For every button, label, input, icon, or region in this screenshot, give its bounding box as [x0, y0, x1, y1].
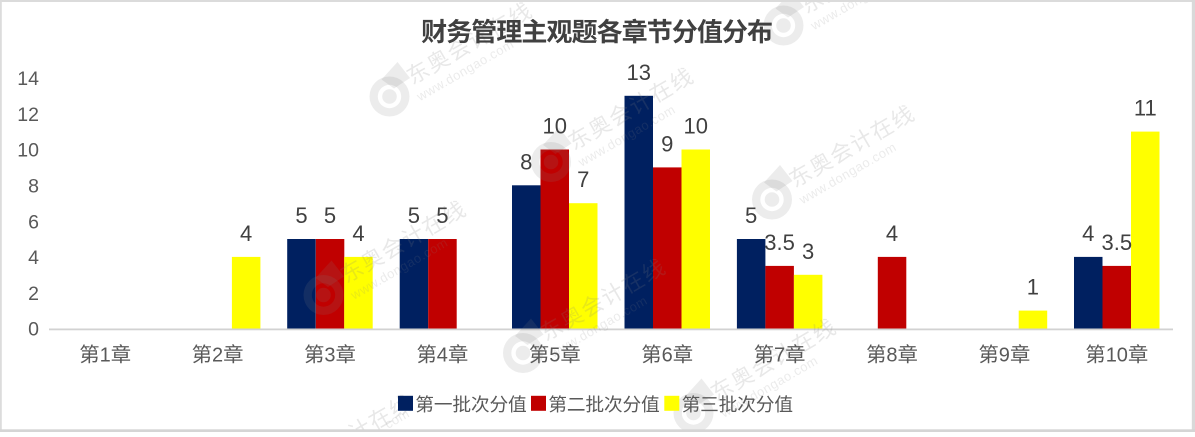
svg-text:4: 4: [28, 247, 39, 269]
svg-text:10: 10: [683, 114, 707, 139]
svg-text:12: 12: [17, 104, 39, 126]
svg-text:3.5: 3.5: [1102, 230, 1133, 255]
svg-text:4: 4: [886, 221, 898, 246]
svg-text:8: 8: [886, 345, 897, 367]
svg-text:5: 5: [408, 203, 420, 228]
svg-text:6: 6: [662, 345, 673, 367]
svg-text:3.5: 3.5: [764, 230, 795, 255]
svg-text:10: 10: [17, 140, 39, 162]
svg-text:5: 5: [436, 203, 448, 228]
svg-text:2: 2: [28, 283, 39, 305]
svg-text:1: 1: [100, 345, 111, 367]
svg-text:7: 7: [577, 167, 589, 192]
svg-text:7: 7: [774, 345, 785, 367]
svg-text:0: 0: [28, 319, 39, 341]
svg-text:10: 10: [1106, 345, 1128, 367]
svg-text:8: 8: [28, 176, 39, 198]
svg-text:3: 3: [802, 239, 814, 264]
svg-text:5: 5: [324, 203, 336, 228]
svg-text:6: 6: [28, 211, 39, 233]
svg-text:8: 8: [520, 149, 532, 174]
svg-text:10: 10: [543, 114, 567, 139]
svg-text:4: 4: [352, 221, 364, 246]
svg-text:5: 5: [745, 203, 757, 228]
svg-text:5: 5: [295, 203, 307, 228]
svg-text:4: 4: [240, 221, 252, 246]
svg-text:11: 11: [1134, 96, 1157, 121]
svg-text:9: 9: [999, 345, 1010, 367]
svg-text:13: 13: [626, 60, 650, 85]
svg-text:5: 5: [549, 345, 560, 367]
svg-text:3: 3: [324, 345, 335, 367]
svg-text:4: 4: [1082, 221, 1094, 246]
svg-text:14: 14: [17, 68, 39, 90]
svg-text:4: 4: [437, 345, 448, 367]
svg-text:1: 1: [1027, 275, 1039, 300]
svg-text:9: 9: [661, 131, 673, 156]
svg-text:2: 2: [212, 345, 223, 367]
